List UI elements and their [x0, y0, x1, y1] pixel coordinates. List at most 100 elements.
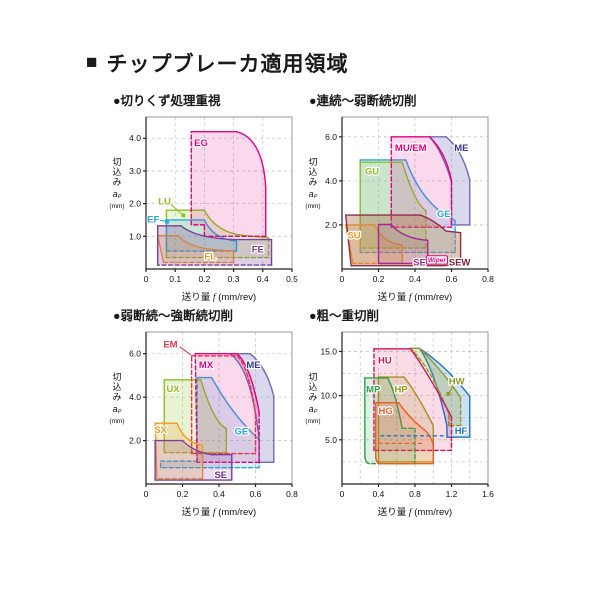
region-HG-edge — [421, 427, 434, 446]
chart-panel-chip-control: ●切りくず処理重視 0 0.1 0.2 0.3 0.4 0.5 1.0 2.0 3.0 4.0 送り… — [104, 90, 309, 306]
region-label-HF: HF — [455, 426, 468, 437]
region-LU-edge — [203, 209, 246, 237]
chart-canvas-0: 0 0.1 0.2 0.3 0.4 0.5 1.0 2.0 3.0 4.0 送り量 f (mm/re… — [104, 110, 309, 306]
regions — [344, 136, 471, 267]
tick-labels: 0 0.2 0.4 0.6 0.8 2.0 4.0 6.0 — [129, 349, 298, 499]
axes — [339, 117, 489, 272]
chart-panel-interrupted-cutting: ●弱断続〜強断続切削 0 0.2 0.4 0.6 0.8 2.0 4.0 6.0 送り量 f (… — [104, 305, 309, 521]
x-tick-label: 0.2 — [198, 274, 210, 284]
region-labels: GE UX ME MX EM SX SE — [153, 338, 262, 482]
svg-text:み: み — [112, 392, 121, 402]
region-SX — [155, 423, 203, 479]
regions — [364, 347, 471, 465]
region-label-SX: SX — [154, 425, 167, 436]
region-label-EG: EG — [194, 138, 208, 149]
region-labels: HF HW HP HU MP HG — [365, 354, 469, 438]
region-label-SU: SU — [347, 231, 360, 242]
y-tick-label: 4.0 — [129, 133, 141, 143]
label-leader-line — [179, 346, 192, 356]
region-SEW-edge — [419, 214, 447, 232]
x-tick-label: 0.5 — [286, 274, 298, 284]
region-HG-edge — [375, 456, 382, 465]
axes — [143, 117, 293, 272]
region-SE-edge — [181, 439, 213, 456]
x-tick-label: 0 — [340, 489, 345, 499]
x-tick-label: 0.6 — [446, 274, 458, 284]
svg-text:込: 込 — [112, 167, 121, 177]
region-MU/EM-edge — [428, 136, 453, 182]
axes — [143, 332, 293, 487]
title-square-marker: ■ — [86, 52, 99, 73]
wiper-badge-text: Wiper — [428, 257, 446, 264]
region-SEW-edge — [445, 230, 462, 234]
chart-svg-3: 0 0.4 0.8 1.2 1.6 5.0 10.0 15.0 送り量 f (mm/rev) 切込… — [305, 331, 494, 518]
region-HP — [378, 377, 434, 462]
region-MP-edge — [364, 455, 371, 465]
region-FL-edge — [221, 249, 235, 252]
x-tick-label: 0.4 — [257, 274, 269, 284]
region-GE — [360, 159, 456, 253]
region-label-EM: EM — [163, 340, 177, 351]
region-SE — [378, 224, 428, 264]
region-label-HP: HP — [394, 384, 408, 395]
region-FE — [157, 225, 272, 266]
region-label-HG: HG — [379, 406, 393, 417]
region-GE-edge — [405, 159, 456, 222]
chart-heading: ●弱断続〜強断続切削 — [113, 309, 234, 323]
region-GE — [160, 377, 260, 468]
region-label-ME: ME — [454, 143, 468, 154]
region-label-UX: UX — [166, 384, 180, 395]
svg-text:み: み — [308, 392, 317, 402]
leader-marker — [181, 213, 186, 218]
region-label-MP: MP — [366, 384, 381, 395]
region-SU — [345, 224, 403, 264]
x-tick-label: 0.1 — [169, 274, 181, 284]
gridlines — [146, 332, 292, 484]
regions — [156, 131, 273, 266]
x-tick-label: 0.4 — [373, 489, 385, 499]
svg-text:切: 切 — [112, 157, 121, 167]
region-label-SE: SE — [413, 257, 426, 268]
tick-labels: 0 0.4 0.8 1.2 1.6 5.0 10.0 15.0 — [320, 346, 494, 499]
x-axis-label: 送り量 f (mm/rev) — [378, 291, 452, 303]
svg-text:み: み — [308, 177, 317, 187]
chart-canvas-3: 0 0.4 0.8 1.2 1.6 5.0 10.0 15.0 送り量 f (mm/rev) 切込… — [300, 325, 505, 521]
chart-svg-0: 0 0.1 0.2 0.3 0.4 0.5 1.0 2.0 3.0 4.0 送り量 f (mm/re… — [109, 116, 298, 303]
region-labels: LU EF EG FL FE — [146, 137, 265, 264]
region-MX-edge — [236, 353, 260, 414]
x-tick-label: 0 — [340, 274, 345, 284]
region-FL-edge — [156, 234, 165, 264]
region-EM-edge — [236, 355, 257, 416]
svg-text:(mm): (mm) — [305, 203, 320, 210]
svg-text:切: 切 — [308, 372, 317, 382]
region-MX — [195, 353, 260, 463]
region-label-HU: HU — [378, 355, 392, 366]
region-SU-edge — [374, 224, 403, 246]
chart-panel-heavy-cutting: ●粗〜重切削 0 0.4 0.8 1.2 1.6 5.0 10.0 15.0 送り量 f (mm… — [300, 305, 505, 521]
chart-panel-continuous-cutting: ●連続〜弱断続切削 0 0.2 0.4 0.6 0.8 2.0 4.0 6.0 送り量 f (m… — [300, 90, 505, 306]
y-axis-label: 切込み aₚ (mm) — [109, 372, 124, 425]
y-axis-label: 切込み aₚ (mm) — [305, 372, 320, 425]
x-tick-label: 0 — [144, 274, 149, 284]
y-tick-label: 4.0 — [325, 176, 337, 186]
x-tick-label: 1.6 — [482, 489, 494, 499]
x-tick-label: 0.8 — [409, 489, 421, 499]
y-axis-label: 切込み aₚ (mm) — [109, 157, 124, 210]
region-SX-edge — [176, 422, 204, 447]
region-labels: GE GU ME MU/EM SU SEW SE — [346, 142, 471, 270]
region-GE-edge — [211, 376, 260, 441]
svg-text:aₚ: aₚ — [113, 404, 122, 414]
chart-svg-1: 0 0.2 0.4 0.6 0.8 2.0 4.0 6.0 送り量 f (mm/rev) 切込みa… — [305, 116, 494, 303]
wiper-badge — [425, 255, 448, 265]
region-ME-edge — [249, 353, 275, 397]
x-tick-label: 0.4 — [213, 489, 225, 499]
x-tick-label: 0 — [144, 489, 149, 499]
region-label-HW: HW — [449, 376, 465, 387]
x-tick-label: 1.2 — [446, 489, 458, 499]
x-tick-label: 0.2 — [177, 489, 189, 499]
y-tick-label: 5.0 — [325, 435, 337, 445]
x-axis-label: 送り量 f (mm/rev) — [182, 291, 256, 303]
region-HG-edge — [397, 401, 423, 430]
region-SE — [155, 440, 232, 481]
y-tick-label: 2.0 — [325, 220, 337, 230]
